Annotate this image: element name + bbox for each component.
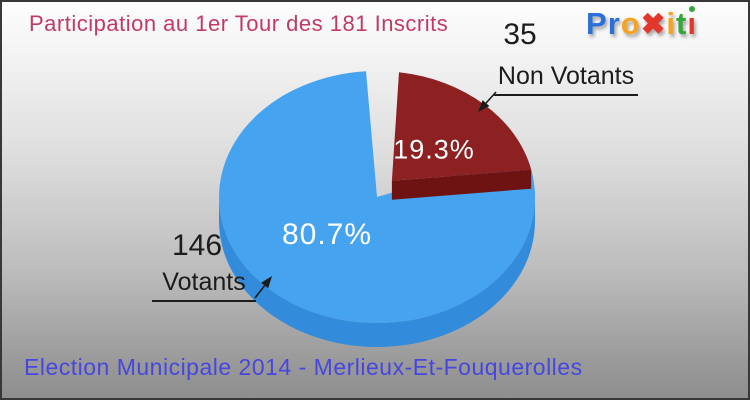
pie-slice-non-votants-top bbox=[391, 72, 532, 181]
logo-x-icon: ✖ bbox=[640, 8, 667, 41]
logo-letter-dot bbox=[689, 6, 696, 12]
logo-letter: i bbox=[666, 6, 676, 41]
pie-slice-votants-side bbox=[219, 197, 535, 347]
callout-arrow-votants-head-icon bbox=[261, 276, 272, 289]
logo-letter: r bbox=[607, 6, 621, 41]
callout-arrow-non-votants-line bbox=[485, 91, 497, 104]
callout-arrow-votants-line bbox=[254, 285, 266, 299]
pie-label-votants-pct: 80.7% bbox=[281, 218, 373, 251]
pie-label-non-votants-pct: 19.3% bbox=[393, 134, 475, 165]
callout-non-votants-count: 35 bbox=[503, 18, 537, 51]
callout-votants-label: Votants bbox=[152, 268, 256, 302]
callout-non-votants-label: Non Votants bbox=[494, 62, 638, 96]
logo-letter: ı bbox=[687, 6, 697, 41]
pie-slice-votants-top bbox=[219, 71, 536, 323]
pie-slice-non-votants-side bbox=[391, 169, 532, 200]
page-title: Participation au 1er Tour des 181 Inscri… bbox=[29, 11, 449, 36]
logo-letter: P bbox=[586, 6, 608, 41]
callout-arrow-non-votants-head-icon bbox=[478, 100, 490, 112]
election-subtitle: Election Municipale 2014 - Merlieux-Et-F… bbox=[24, 354, 583, 380]
logo-letter: o bbox=[620, 6, 641, 41]
callout-votants-count: 146 bbox=[171, 229, 223, 262]
proxiti-logo[interactable]: Pro✖itı bbox=[586, 6, 697, 42]
logo-letter: t bbox=[676, 6, 688, 41]
